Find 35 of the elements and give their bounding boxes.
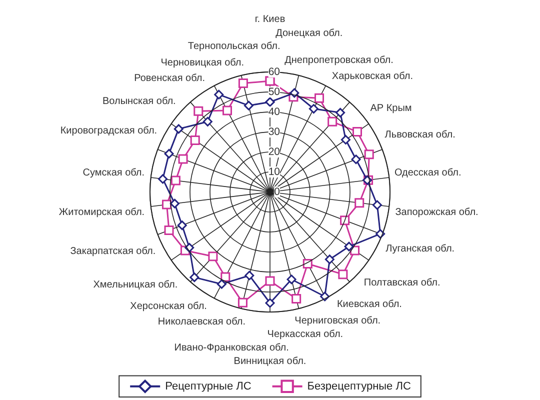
spoke-label: г. Киев <box>254 14 286 25</box>
y-tick-label: 20 <box>268 146 280 158</box>
spoke-label: Черкасская обл. <box>267 329 344 340</box>
y-tick-label: 40 <box>268 106 280 118</box>
y-tick-label: 50 <box>268 86 280 98</box>
legend-label: Рецептурные ЛС <box>165 380 252 392</box>
spoke-label: Хмельницкая обл. <box>93 279 178 290</box>
spoke-label: Закарпатская обл. <box>70 246 156 258</box>
y-tick-label: 30 <box>268 126 280 138</box>
spoke-label: Житомирская обл. <box>58 206 145 218</box>
spoke-label: Ровенская обл. <box>134 73 205 84</box>
y-tick-label: 0 <box>274 186 280 198</box>
spoke-label: Полтавская обл. <box>364 278 440 289</box>
spoke-label: Черниговская обл. <box>294 315 381 326</box>
spoke-label: Донецкая обл. <box>276 28 343 39</box>
y-tick-label: 60 <box>268 66 280 78</box>
spoke-label: Харьковская обл. <box>332 70 413 82</box>
spoke-label: Сумская обл. <box>82 168 145 179</box>
spoke-label: Черновицкая обл. <box>160 58 244 69</box>
legend-label: Безрецептурные ЛС <box>307 380 411 392</box>
spoke-label: Винницкая обл. <box>234 356 306 367</box>
spoke-label: АР Крым <box>370 102 412 114</box>
spoke-label: Херсонская обл. <box>130 301 207 312</box>
y-tick-label: 10 <box>268 166 280 178</box>
spoke-label: Киевская обл. <box>336 298 402 310</box>
spoke-label: Кировоградская обл. <box>60 125 158 136</box>
spoke-label: Одесская обл. <box>394 167 462 178</box>
spoke-label: Ивано-Франковская обл. <box>174 342 289 354</box>
spoke-label: Тернопольская обл. <box>188 40 280 52</box>
spoke-label: Днепропетровская обл. <box>284 55 394 66</box>
spoke-label: Николаевская обл. <box>158 316 246 328</box>
spoke-label: Луганская обл. <box>386 243 455 254</box>
spoke-label: Волынская обл. <box>102 96 176 108</box>
spoke-label: Львовская обл. <box>384 130 456 141</box>
spoke-label: Запорожская обл. <box>395 206 478 218</box>
